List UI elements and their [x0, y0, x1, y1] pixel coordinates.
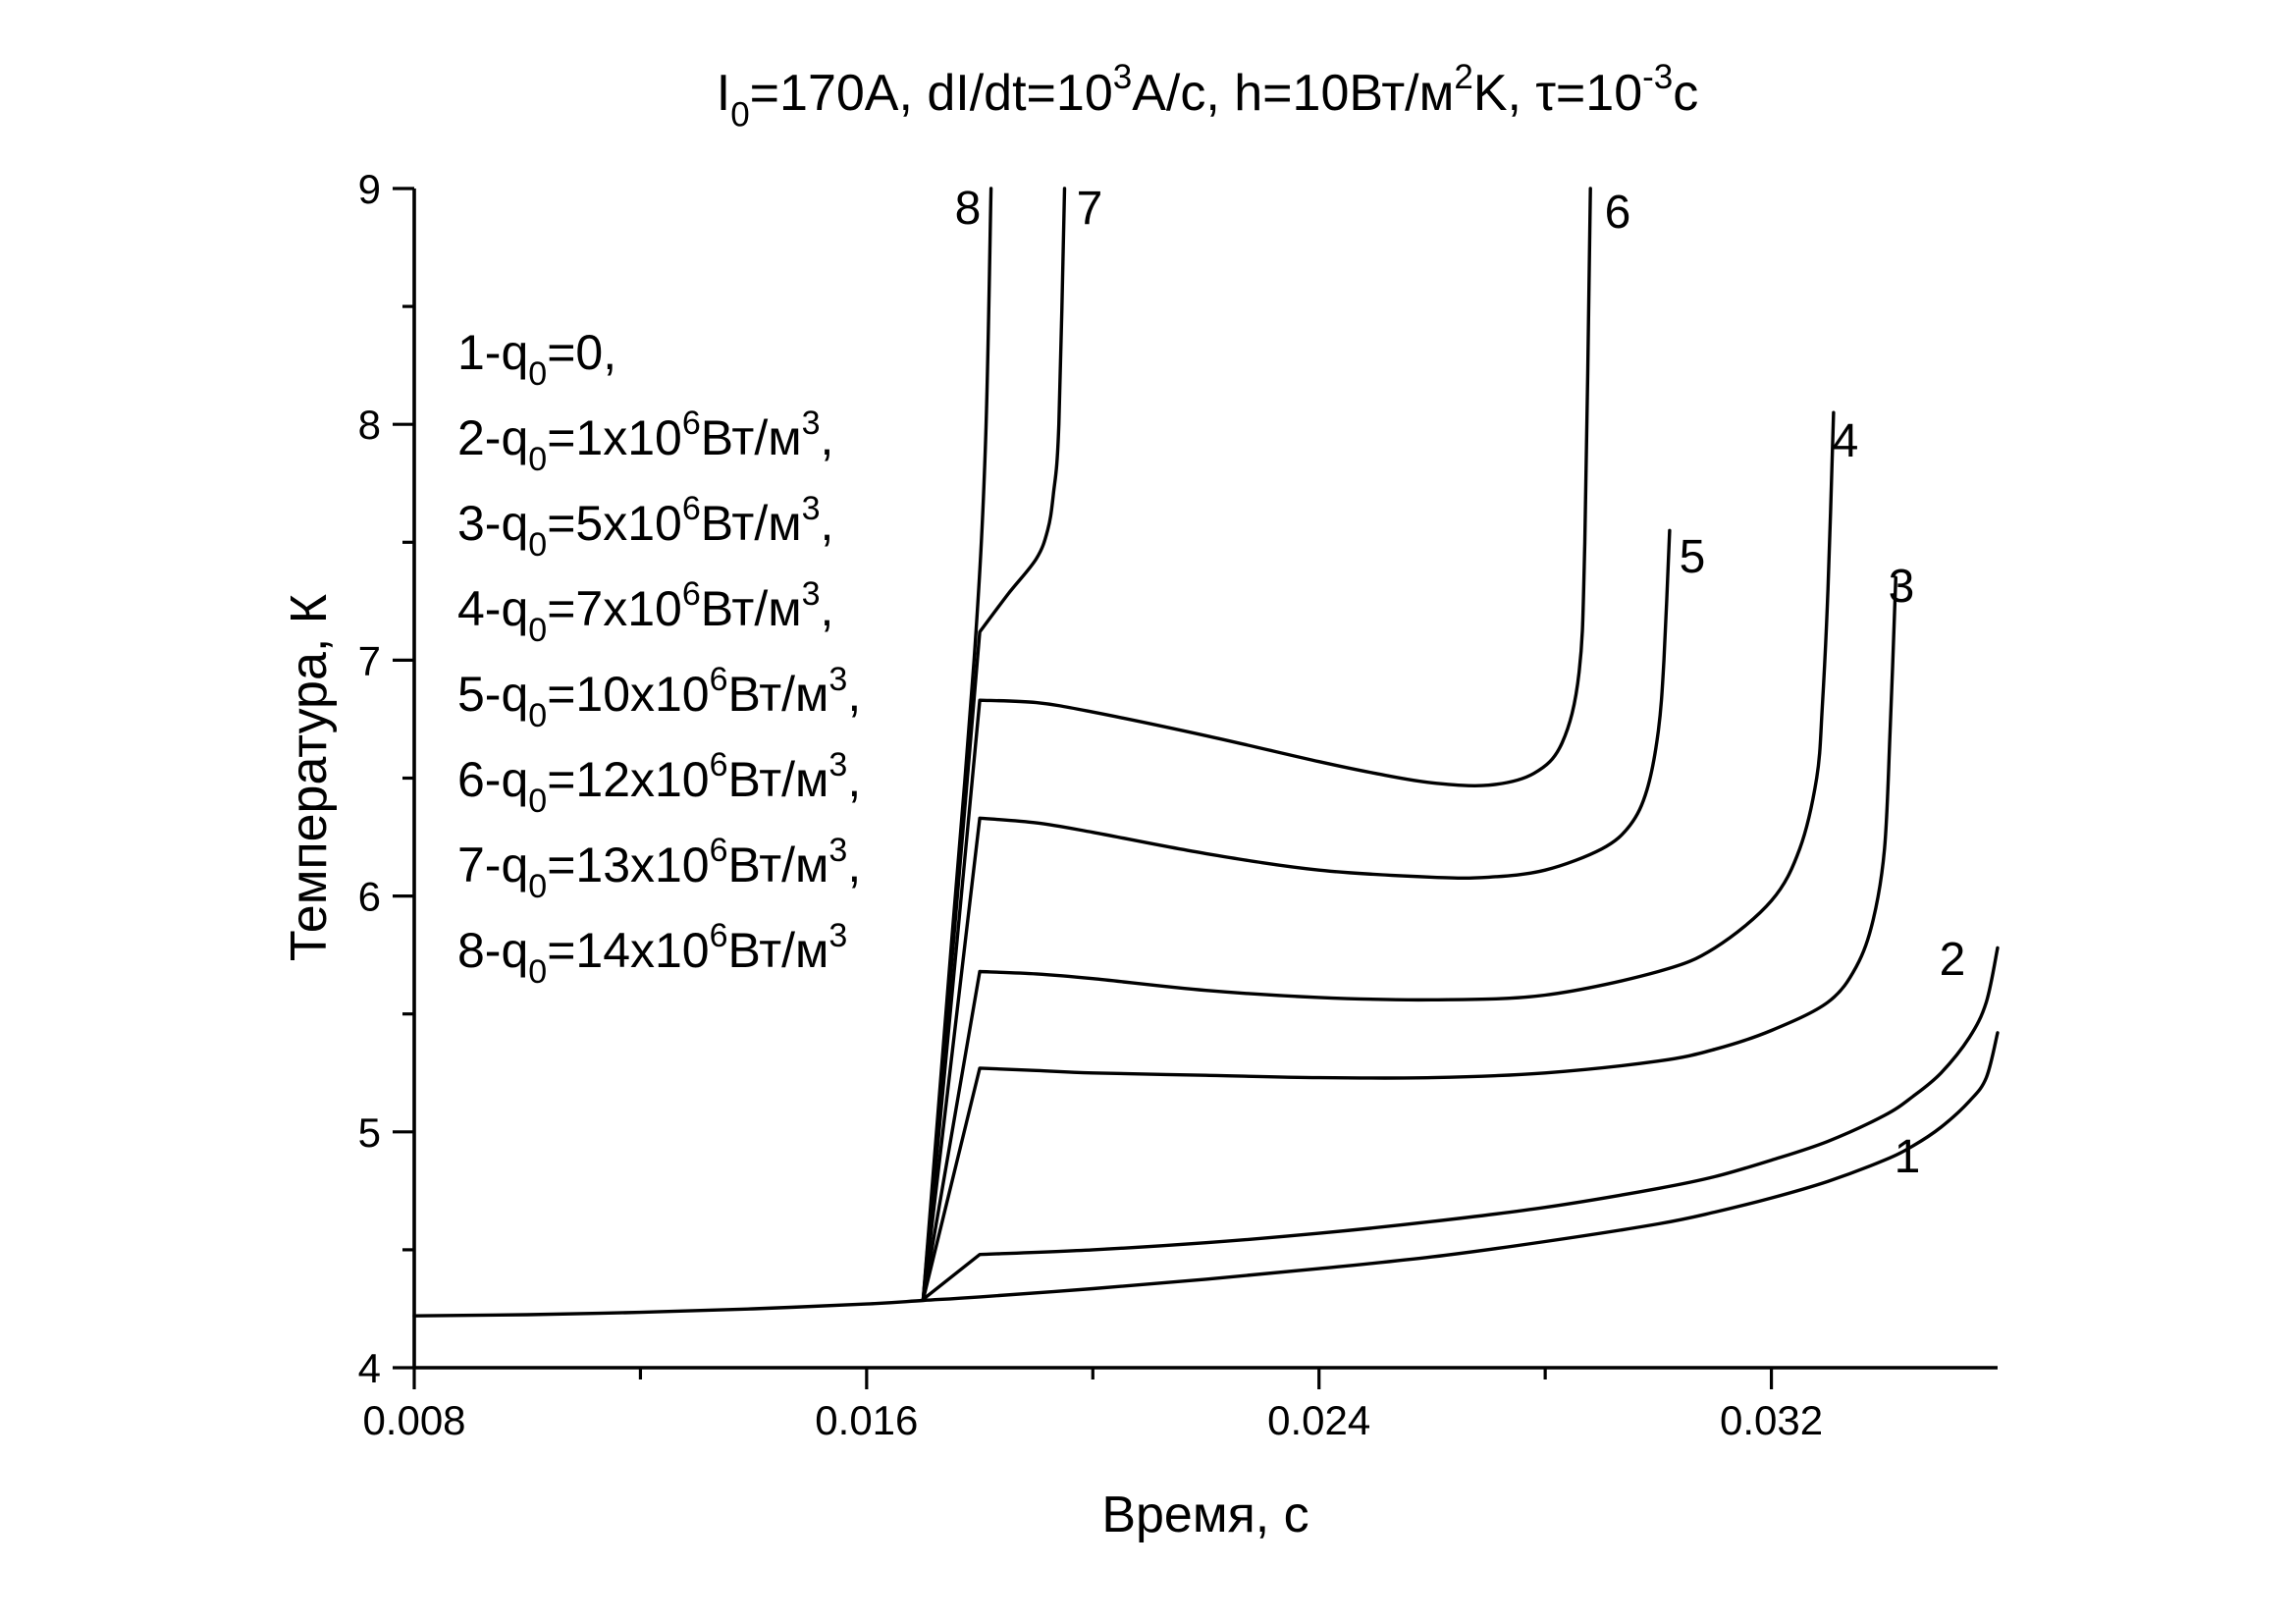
- y-axis-title: Температура, К: [281, 594, 338, 961]
- curve-label-6: 6: [1605, 187, 1631, 239]
- curve-label-3: 3: [1889, 561, 1915, 613]
- y-tick-label: 7: [358, 637, 381, 683]
- legend-entry-2: 2-q0=1x106Вт/м3,: [457, 405, 833, 478]
- legend-entry-4: 4-q0=7x106Вт/м3,: [457, 575, 833, 649]
- y-tick-label: 6: [358, 874, 381, 920]
- x-tick-label: 0.016: [815, 1397, 918, 1443]
- curve-label-8: 8: [955, 183, 982, 235]
- x-axis-title: Время, с: [1101, 1487, 1308, 1543]
- y-tick-label: 4: [358, 1345, 381, 1391]
- curve-1: [412, 1031, 2000, 1318]
- y-tick-label: 8: [358, 402, 381, 448]
- curve-label-7: 7: [1077, 183, 1103, 235]
- axis-ticks: [393, 187, 1774, 1389]
- curve-label-2: 2: [1940, 934, 1966, 986]
- curve-label-1: 1: [1895, 1131, 1921, 1183]
- curve-8: [921, 187, 993, 1301]
- curve-3: [921, 575, 1897, 1301]
- x-tick-label: 0.032: [1720, 1397, 1823, 1443]
- y-tick-label: 9: [358, 166, 381, 212]
- legend-entry-3: 3-q0=5x106Вт/м3,: [457, 490, 833, 564]
- legend-entry-8: 8-q0=14x106Вт/м3: [457, 917, 847, 991]
- legend-entry-7: 7-q0=13x106Вт/м3,: [457, 832, 861, 905]
- curve-4: [921, 410, 1836, 1301]
- legend-entry-1: 1-q0=0,: [457, 325, 616, 393]
- curve-7: [921, 187, 1067, 1301]
- curve-label-4: 4: [1833, 415, 1859, 467]
- y-tick-label: 5: [358, 1109, 381, 1156]
- x-tick-label: 0.024: [1267, 1397, 1370, 1443]
- x-tick-label: 0.008: [362, 1397, 465, 1443]
- legend-entry-5: 5-q0=10x106Вт/м3,: [457, 661, 861, 734]
- legend-entry-6: 6-q0=12x106Вт/м3,: [457, 746, 861, 820]
- legend: 1-q0=0, 2-q0=1x106Вт/м3, 3-q0=5x106Вт/м3, 4…: [457, 325, 861, 991]
- chart-title: I0=170A, dI/dt=103A/c, h=10Вт/м2K, τ=10-…: [717, 58, 1699, 134]
- curve-labels: 1 2 3 4 5 6 7 8: [955, 183, 1966, 1183]
- data-curves: [412, 187, 2000, 1318]
- curve-6: [921, 187, 1592, 1301]
- curve-5: [921, 528, 1672, 1301]
- axis-tick-labels: 0.008 0.016 0.024 0.032 4 5 6 7 8 9: [358, 166, 1823, 1443]
- curve-2: [921, 946, 2000, 1301]
- curve-label-5: 5: [1680, 531, 1706, 583]
